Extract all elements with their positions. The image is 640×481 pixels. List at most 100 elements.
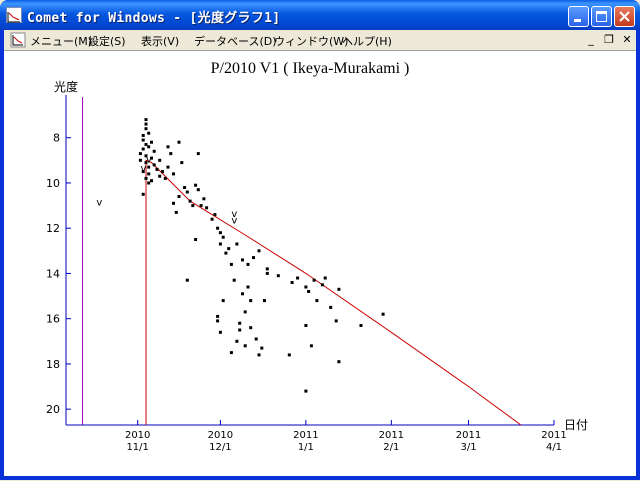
- data-point: [147, 181, 151, 185]
- data-point: [141, 192, 145, 196]
- maximize-icon: [596, 11, 607, 22]
- data-point: [241, 258, 244, 262]
- data-point: [216, 319, 220, 323]
- data-point: [265, 271, 269, 275]
- data-point: [218, 330, 222, 334]
- graph-client-area: P/2010 V1 ( Ikeya-Murakami ) 光度 日付 8 10 12…: [4, 50, 636, 476]
- data-point: [196, 188, 200, 192]
- maximize-button[interactable]: [591, 6, 612, 27]
- data-point: [174, 210, 178, 214]
- data-point: [163, 176, 167, 180]
- document-icon[interactable]: [10, 32, 26, 48]
- menu-bar: メニュー(M) 設定(S) 表示(V) データベース(D) ウィンドウ(W) ヘ…: [4, 30, 636, 50]
- data-point: [194, 238, 198, 241]
- data-point: [166, 145, 170, 149]
- data-point: [235, 242, 239, 246]
- lines: [82, 97, 522, 426]
- data-point: [194, 183, 198, 187]
- data-point: [172, 201, 175, 205]
- data-point: [243, 310, 247, 314]
- data-point: [152, 163, 156, 167]
- data-point: [276, 274, 280, 278]
- data-point: [329, 305, 333, 309]
- data-point: [304, 285, 308, 289]
- data-points: [138, 118, 385, 393]
- annotation-label: v: [231, 209, 237, 220]
- data-point: [147, 145, 151, 149]
- data-point: [337, 360, 341, 364]
- data-point: [152, 149, 156, 153]
- chart-title: P/2010 V1 ( Ikeya-Murakami ): [211, 60, 410, 77]
- menu-window[interactable]: ウィンドウ(W): [274, 35, 349, 48]
- data-point: [196, 152, 200, 156]
- data-point: [191, 204, 195, 208]
- data-point: [147, 131, 151, 135]
- data-point: [158, 158, 162, 162]
- data-point: [359, 324, 363, 327]
- menu-settings[interactable]: 設定(S): [88, 35, 126, 48]
- data-point: [238, 321, 242, 325]
- tick-labels: 8101214161820201011/1201012/120111/12011…: [46, 132, 567, 453]
- data-point: [144, 127, 148, 131]
- close-button[interactable]: [614, 6, 635, 27]
- annotation-label: v: [140, 164, 146, 175]
- data-point: [169, 152, 173, 156]
- y-tick-label: 12: [46, 222, 60, 235]
- data-point: [265, 267, 269, 271]
- data-point: [218, 231, 222, 235]
- mdi-restore-icon[interactable]: ❐: [604, 33, 614, 46]
- data-point: [138, 152, 142, 156]
- x-tick-date: 4/1: [546, 442, 562, 453]
- y-tick-label: 18: [46, 358, 60, 371]
- data-point: [241, 292, 244, 296]
- data-point: [323, 276, 327, 280]
- x-tick-year: 2011: [456, 430, 481, 441]
- annotation-label: v: [146, 155, 152, 166]
- data-point: [185, 190, 189, 194]
- x-tick-date: 1/1: [298, 442, 314, 453]
- annotation-label: v: [231, 216, 237, 227]
- y-axis-label: 光度: [54, 79, 78, 94]
- data-point: [218, 242, 222, 246]
- mdi-minimize-icon[interactable]: _: [588, 33, 594, 46]
- data-point: [144, 154, 148, 158]
- minimize-button[interactable]: [568, 6, 589, 27]
- data-point: [246, 285, 250, 289]
- x-tick-year: 2011: [379, 430, 404, 441]
- x-tick-year: 2010: [125, 430, 150, 441]
- data-point: [320, 283, 324, 287]
- data-point: [144, 118, 148, 122]
- window-title: Comet for Windows - [光度グラフ1]: [27, 11, 281, 26]
- data-point: [141, 147, 145, 151]
- data-point: [177, 195, 181, 198]
- menu-main[interactable]: メニュー(M): [30, 35, 93, 48]
- data-point: [183, 186, 187, 189]
- data-point: [287, 353, 291, 357]
- data-point: [147, 165, 151, 169]
- data-point: [260, 346, 264, 350]
- data-point: [150, 179, 153, 183]
- data-point: [243, 344, 247, 348]
- data-point: [144, 176, 148, 180]
- data-point: [307, 290, 311, 293]
- x-tick-date: 12/1: [209, 442, 231, 453]
- annotation-label: v: [96, 198, 102, 209]
- app-icon[interactable]: [6, 7, 22, 23]
- data-point: [257, 353, 261, 357]
- data-point: [254, 337, 258, 341]
- menu-view[interactable]: 表示(V): [141, 35, 180, 48]
- data-point: [141, 170, 145, 174]
- data-point: [177, 140, 181, 144]
- data-point: [304, 389, 308, 393]
- data-point: [205, 206, 209, 210]
- menu-database[interactable]: データベース(D): [194, 35, 277, 48]
- menu-help[interactable]: ヘルプ(H): [342, 35, 392, 48]
- data-point: [210, 217, 214, 221]
- data-point: [158, 174, 162, 178]
- mdi-close-icon[interactable]: ✕: [622, 33, 632, 46]
- data-point: [296, 276, 300, 280]
- data-point: [213, 213, 217, 217]
- title-bar[interactable]: Comet for Windows - [光度グラフ1]: [0, 0, 640, 30]
- data-point: [263, 299, 266, 303]
